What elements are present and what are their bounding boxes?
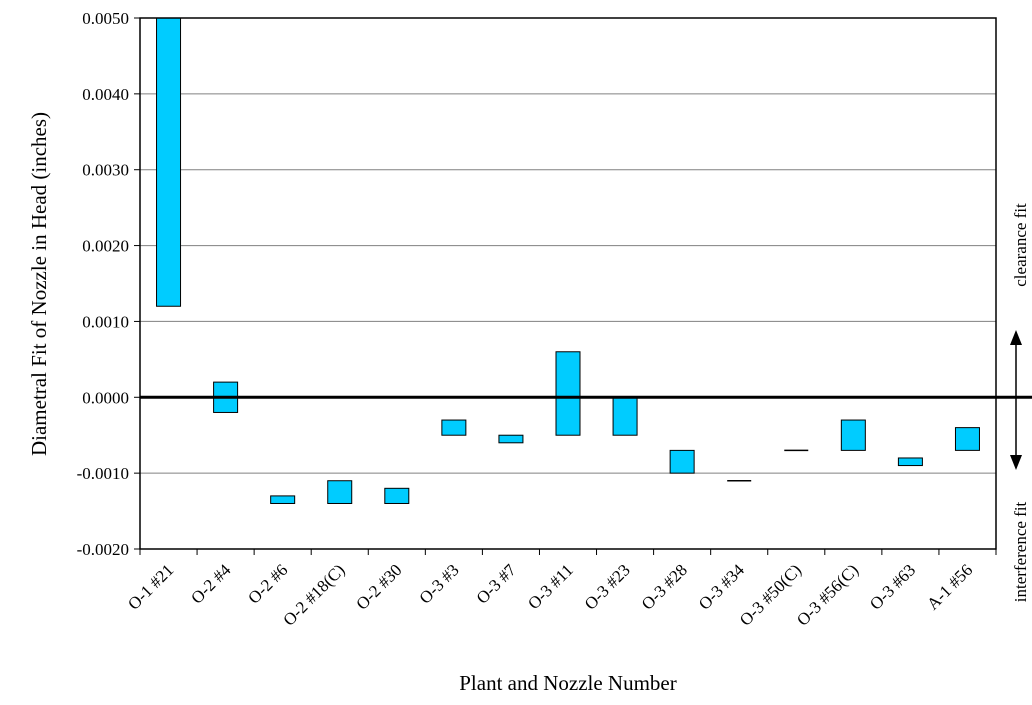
x-tick-label: O-3 #56(C) [793,560,862,629]
bar [156,17,182,307]
clearance-fit-label: clearance fit [1011,203,1030,287]
x-tick-label: A-1 #56 [923,560,976,613]
x-tick-label: O-2 #6 [244,560,291,607]
bar [384,487,410,504]
y-tick-label: 0.0010 [82,312,129,331]
bar [498,434,524,444]
x-tick-label: O-3 #11 [524,560,577,613]
bar [327,480,353,504]
bar [441,419,467,436]
y-tick-label: -0.0020 [77,540,129,559]
x-tick-label: O-3 #34 [695,560,749,614]
bar [612,396,638,436]
bar [954,427,980,451]
x-tick-label: O-2 #18(C) [279,560,348,629]
x-tick-label: O-1 #21 [124,560,177,613]
plot-frame [139,17,997,550]
clearance-arrow-icon [1010,330,1022,398]
y-tick-label: 0.0040 [82,85,129,104]
y-tick-label: 0.0020 [82,237,129,256]
x-tick-label: O-3 #28 [638,560,691,613]
x-tick-label: O-3 #7 [473,560,521,608]
x-tick-label: O-2 #4 [187,560,235,608]
x-axis-title: Plant and Nozzle Number [459,671,677,695]
bar [840,419,866,451]
grid-layer [140,93,996,474]
y-tick-label: 0.0000 [82,388,129,407]
interference-arrow-icon [1010,398,1022,470]
x-tick-label: O-3 #23 [581,560,634,613]
y-tick-label: -0.0010 [77,464,129,483]
y-tick-label: 0.0030 [82,161,129,180]
bar [555,351,581,436]
bar [270,495,296,504]
x-tick-label: O-2 #30 [352,560,405,613]
interference-fit-label: interference fit [1011,501,1030,602]
x-tick-label: O-3 #3 [416,560,463,607]
bar [669,449,695,474]
bar-layer [156,17,980,504]
y-axis-title: Diametral Fit of Nozzle in Head (inches) [27,112,51,456]
x-tick-label: O-3 #63 [866,560,919,613]
bar [897,457,923,467]
y-tick-label: 0.0050 [82,9,129,28]
axis-layer: 0.0050 0.0040 0.0030 0.0020 0.0010 0.0000 -0.0… [77,9,1032,630]
